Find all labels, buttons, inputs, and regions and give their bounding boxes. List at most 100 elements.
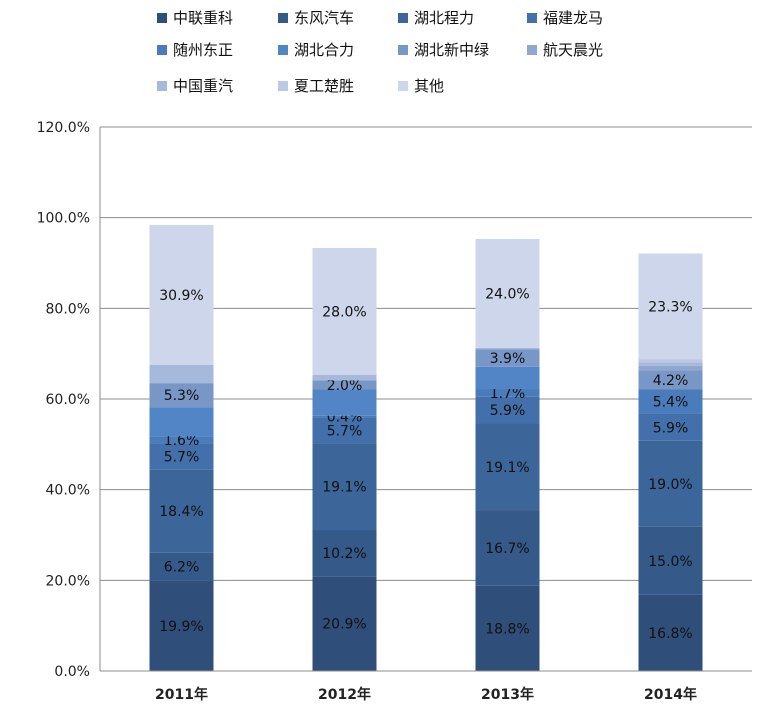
- bar-segment: [149, 469, 214, 553]
- y-tick-label: 0.0%: [54, 664, 90, 680]
- data-label: 1.6%: [164, 433, 200, 449]
- data-label: 30.9%: [159, 288, 203, 304]
- bar-segment: [475, 366, 540, 390]
- data-label: 24.0%: [485, 286, 529, 302]
- bar-stack: 18.8% 16.7% 19.1% 5.9%1.7% 3.9% 24.0%: [475, 238, 540, 671]
- y-tick-label: 80.0%: [46, 301, 90, 317]
- legend-item: 随州东正: [157, 41, 233, 59]
- data-label: 4.2%: [653, 373, 689, 389]
- legend-swatch: [527, 45, 537, 55]
- legend-swatch: [278, 45, 288, 55]
- y-tick-label: 20.0%: [46, 573, 90, 589]
- legend-label: 随州东正: [173, 41, 233, 59]
- bar-segment: [638, 253, 703, 360]
- bar-segment: [638, 365, 703, 371]
- data-label: 19.1%: [322, 480, 366, 496]
- bar-segment: [475, 347, 540, 350]
- bar-segment: [638, 413, 703, 441]
- legend-swatch: [398, 81, 408, 91]
- bar-segment: [149, 552, 214, 581]
- data-label: 5.4%: [653, 395, 689, 411]
- legend-item: 福建龙马: [527, 9, 603, 27]
- legend-label: 中联重科: [173, 9, 233, 27]
- data-label: 5.7%: [164, 449, 200, 465]
- legend-swatch: [157, 81, 167, 91]
- bar-segment: [149, 443, 214, 470]
- bar-segment: [638, 389, 703, 414]
- x-tick-label: 2012年: [318, 686, 371, 703]
- legend-item: 湖北新中绿: [398, 41, 489, 59]
- bar-stack: 20.9%10.2%19.1%5.7%0.4%2.0%28.0%: [312, 248, 377, 671]
- y-tick-label: 60.0%: [46, 392, 90, 408]
- data-label: 18.4%: [159, 504, 203, 520]
- legend-label: 湖北合力: [294, 41, 354, 59]
- y-tick-label: 40.0%: [46, 483, 90, 499]
- legend-item: 其他: [398, 77, 444, 95]
- bar-segment: [312, 374, 377, 381]
- data-label: 20.9%: [322, 617, 366, 633]
- bar-segment: [475, 396, 540, 424]
- legend-swatch: [278, 81, 288, 91]
- bar-segment: [638, 362, 703, 366]
- legend-swatch: [157, 45, 167, 55]
- data-label: 5.3%: [164, 388, 200, 404]
- data-label: 18.8%: [485, 621, 529, 637]
- data-label: 5.7%: [327, 424, 363, 440]
- bar-segment: [475, 510, 540, 586]
- legend-label: 中国重汽: [173, 77, 233, 95]
- data-label: 5.9%: [653, 420, 689, 436]
- data-label: 15.0%: [648, 554, 692, 570]
- bar-segment: [312, 380, 377, 390]
- x-tick-label: 2013年: [481, 686, 534, 703]
- bar-segment: [638, 526, 703, 595]
- data-label: 19.9%: [159, 619, 203, 635]
- data-label: 28.0%: [322, 305, 366, 321]
- legend-label: 夏工楚胜: [294, 77, 354, 95]
- legend-item: 夏工楚胜: [278, 77, 354, 95]
- bar-segment: [475, 389, 540, 397]
- legend-label: 航天晨光: [543, 41, 603, 59]
- bar-segment: [312, 443, 377, 531]
- bar-segment: [312, 248, 377, 375]
- legend-label: 东风汽车: [294, 9, 354, 27]
- legend-label: 其他: [414, 77, 444, 95]
- bar-segment: [312, 417, 377, 444]
- legend-item: 湖北程力: [398, 9, 474, 27]
- legend-item: 中联重科: [157, 9, 233, 27]
- data-label: 6.2%: [164, 560, 200, 576]
- bar-segment: [475, 423, 540, 511]
- x-tick-label: 2011年: [155, 686, 208, 703]
- bar-segment: [638, 370, 703, 390]
- legend-item: 中国重汽: [157, 77, 233, 95]
- x-tick-label: 2014年: [644, 686, 697, 703]
- bar-segment: [312, 389, 377, 416]
- y-tick-label: 120.0%: [37, 120, 90, 136]
- bar-segment: [149, 580, 214, 671]
- legend-label: 湖北程力: [414, 9, 474, 27]
- data-label: 19.0%: [648, 477, 692, 493]
- legend-swatch: [278, 13, 288, 23]
- bar-segment: [312, 415, 377, 418]
- bar-segment: [638, 359, 703, 363]
- legend-label: 湖北新中绿: [414, 41, 489, 59]
- data-label: 19.1%: [485, 460, 529, 476]
- bars: 19.9%6.2%18.4%5.7%1.6%5.3%30.9%20.9%10.2…: [149, 224, 703, 671]
- legend-swatch: [398, 45, 408, 55]
- bar-stack: 16.8% 15.0% 19.0% 5.9% 5.4% 4.2% 23.3%: [638, 253, 703, 671]
- data-label: 3.9%: [490, 351, 526, 367]
- bar-segment: [312, 530, 377, 577]
- data-label: 1.7%: [490, 386, 526, 402]
- bar-segment: [312, 576, 377, 671]
- data-label: 16.8%: [648, 626, 692, 642]
- bar-segment: [149, 407, 214, 437]
- legend-item: 湖北合力: [278, 41, 354, 59]
- bar-segment: [475, 349, 540, 367]
- legend-item: 航天晨光: [527, 41, 603, 59]
- data-label: 2.0%: [327, 378, 363, 394]
- data-label: 16.7%: [485, 541, 529, 557]
- bar-segment: [149, 436, 214, 444]
- bar-segment: [475, 238, 540, 348]
- legend-label: 福建龙马: [543, 9, 603, 27]
